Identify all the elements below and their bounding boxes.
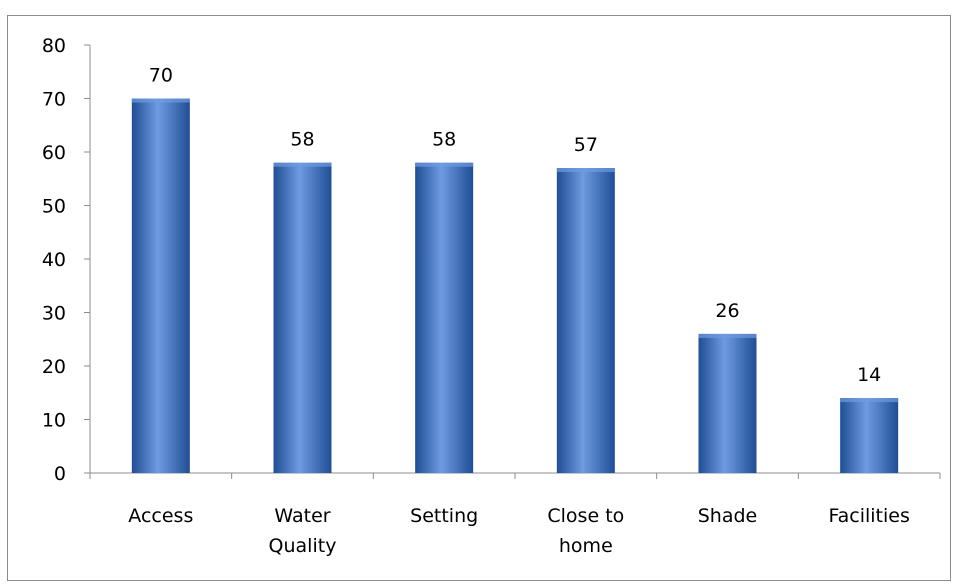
y-tick-label: 40 <box>42 249 66 271</box>
y-tick-label: 30 <box>42 303 66 325</box>
bar-top-highlight <box>840 398 898 402</box>
bar-top-highlight <box>699 334 757 338</box>
x-tick-label: Close to <box>547 505 624 527</box>
axes <box>84 45 940 479</box>
bar <box>557 168 615 473</box>
bar-top-highlight <box>274 163 332 167</box>
bar <box>132 99 190 474</box>
bar-top-highlight <box>557 168 615 172</box>
bar <box>274 163 332 473</box>
data-label: 70 <box>149 65 173 87</box>
bar <box>699 334 757 473</box>
y-tick-label: 70 <box>42 89 66 111</box>
x-tick-label: home <box>559 535 613 557</box>
y-tick-label: 10 <box>42 410 66 432</box>
bar <box>415 163 473 473</box>
x-tick-label: Quality <box>269 535 337 557</box>
bars <box>132 99 898 474</box>
bar-top-highlight <box>415 163 473 167</box>
data-label: 26 <box>715 300 739 322</box>
x-tick-label: Water <box>274 505 330 527</box>
data-label: 14 <box>857 364 881 386</box>
y-tick-label: 0 <box>54 463 66 485</box>
data-label: 58 <box>290 129 314 151</box>
y-tick-label: 80 <box>42 35 66 57</box>
x-tick-label: Access <box>128 505 193 527</box>
data-label: 57 <box>574 134 598 156</box>
x-tick-label: Facilities <box>828 505 909 527</box>
y-tick-label: 60 <box>42 142 66 164</box>
data-label: 58 <box>432 129 456 151</box>
y-tick-label: 50 <box>42 196 66 218</box>
bar <box>840 398 898 473</box>
x-tick-label: Setting <box>410 505 478 527</box>
bar-top-highlight <box>132 99 190 103</box>
x-tick-label: Shade <box>698 505 758 527</box>
y-tick-label: 20 <box>42 356 66 378</box>
